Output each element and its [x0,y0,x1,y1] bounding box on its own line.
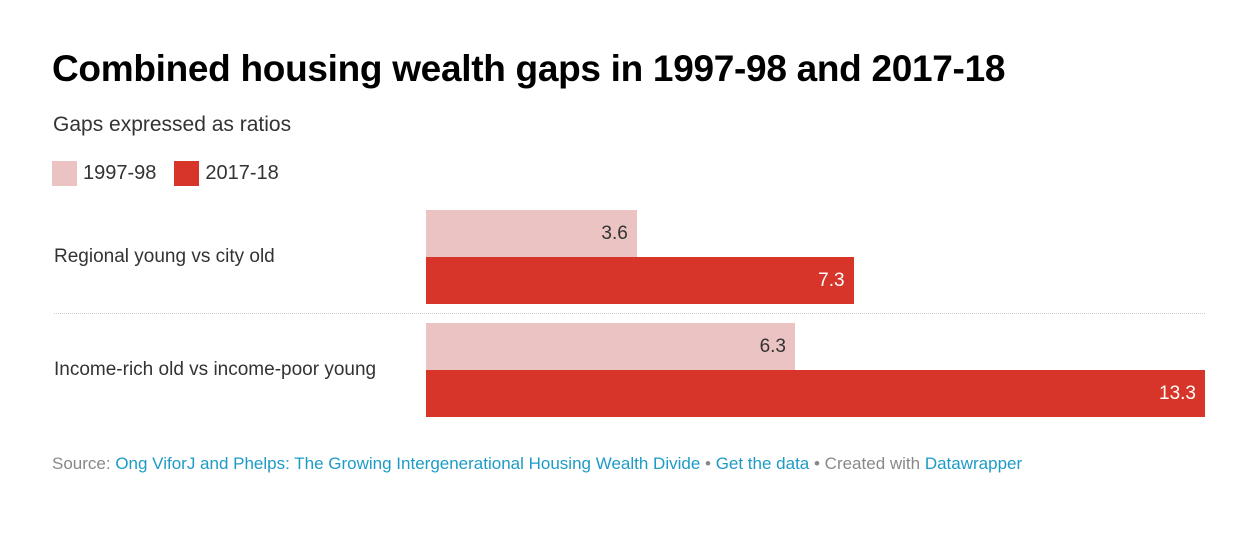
legend-swatch [174,161,200,186]
data-label: 3.6 [601,223,628,244]
legend-item: 1997-98 [52,161,156,186]
category-label: Income-rich old vs income-poor young [54,359,377,380]
created-with-text: • Created with [809,454,925,473]
divider [54,313,1205,314]
data-label: 13.3 [1159,383,1196,404]
legend-item: 2017-18 [174,161,279,186]
datawrapper-link[interactable]: Datawrapper [924,454,1023,473]
footer: Source: Ong ViforJ and Phelps: The Growi… [52,454,1022,474]
data-label: 6.3 [759,336,786,357]
legend-label: 1997-98 [83,162,157,184]
legend-swatch [52,161,77,186]
source-link[interactable]: Ong ViforJ and Phelps: The Growing Inter… [115,454,701,473]
bar [426,257,854,304]
separator: • [700,454,716,473]
get-data-link[interactable]: Get the data [715,454,810,473]
bar [426,323,795,370]
legend-label: 2017-18 [205,162,279,184]
legend: 1997-98 2017-18 [52,161,279,186]
source-label: Source: [52,454,111,473]
chart-subtitle: Gaps expressed as ratios [53,113,292,136]
bar [426,370,1205,417]
chart-title: Combined housing wealth gaps in 1997-98 … [52,48,1006,89]
bar [426,210,637,257]
data-label: 7.3 [818,270,845,291]
category-label: Regional young vs city old [54,246,275,267]
